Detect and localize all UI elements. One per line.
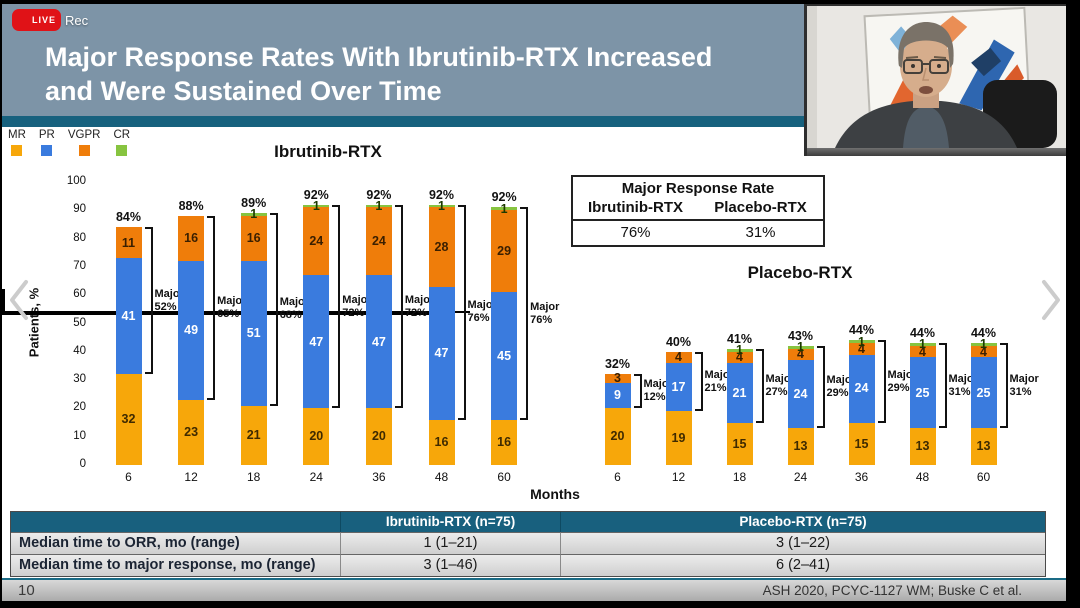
page-number: 10 [18,582,35,599]
detail-header-2: Placebo-RTX (n=75) [561,512,1045,532]
chart-legend: MR PR VGPR CR [8,129,130,156]
live-badge: LIVE [12,9,62,31]
detail-header-1: Ibrutinib-RTX (n=75) [341,512,561,532]
legend-swatch-mr [11,145,23,156]
chart-title-ibrutinib: Ibrutinib-RTX [274,142,382,161]
legend-item-pr: PR [39,129,55,156]
x-axis-label: Months [530,486,580,502]
major-response-rate-table: Major Response Rate Ibrutinib-RTX Placebo… [571,175,825,247]
next-slide-button[interactable] [1038,276,1064,329]
summary-col-0: Ibrutinib-RTX [588,199,683,216]
webcam-bezel [807,148,1066,156]
page-title: Major Response Rates With Ibrutinib-RTX … [45,40,805,108]
legend-swatch-cr [116,145,128,156]
legend-swatch-vgpr [78,145,90,156]
summary-table-values: 76% 31% [573,221,823,245]
webcam-overlay [804,4,1066,156]
summary-table-headers: Ibrutinib-RTX Placebo-RTX [573,198,823,221]
legend-label: MR [8,129,26,141]
legend-label: PR [38,129,55,141]
legend-swatch-pr [41,145,53,156]
detail-row-value: 1 (1–21) [341,532,561,554]
summary-col-1: Placebo-RTX [714,199,807,216]
title-line-1: Major Response Rates With Ibrutinib-RTX … [45,42,713,72]
header-accent-bar [2,116,1066,127]
detail-row-value: 6 (2–41) [561,554,1045,576]
presenter [835,22,1017,148]
presenter-video [807,6,1066,148]
detail-row-label: Median time to major response, mo (range… [11,554,341,576]
median-time-table: Ibrutinib-RTX (n=75) Placebo-RTX (n=75) Me… [10,511,1046,577]
legend-label: VGPR [67,129,101,141]
chevron-right-icon [1042,280,1060,320]
rec-indicator: LIVE Rec [12,9,88,31]
citation-text: ASH 2020, PCYC-1127 WM; Buske C et al. [762,583,1022,598]
title-line-2: and Were Sustained Over Time [45,76,442,106]
prev-slide-button[interactable] [6,276,32,329]
summary-table-title: Major Response Rate [621,180,775,197]
detail-row-value: 3 (1–22) [561,532,1045,554]
legend-label: CR [113,129,131,141]
slide-footer [2,578,1066,601]
detail-row-label: Median time to ORR, mo (range) [11,532,341,554]
chevron-left-icon [10,280,28,320]
legend-item-mr: MR [8,129,26,156]
summary-value-1: 31% [745,224,776,241]
legend-item-cr: CR [113,129,130,156]
chart-title-placebo: Placebo-RTX [747,263,853,282]
legend-item-vgpr: VGPR [67,129,101,156]
summary-value-0: 76% [620,224,651,241]
detail-header-0 [11,512,341,532]
detail-row-value: 3 (1–46) [341,554,561,576]
rec-label: Rec [65,12,89,28]
